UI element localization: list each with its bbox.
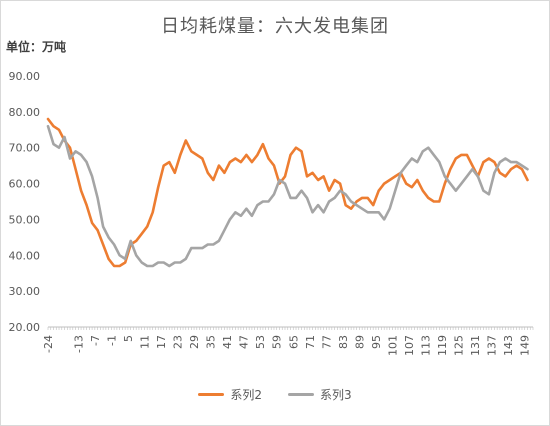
x-tick-label: 71 <box>304 335 317 349</box>
x-tick-label: 47 <box>238 335 251 349</box>
x-tick-label: -13 <box>72 335 85 353</box>
y-tick-label: 20.00 <box>9 321 41 334</box>
x-tick-label: 89 <box>353 335 366 349</box>
y-tick-label: 60.00 <box>9 178 41 191</box>
x-tick-label: 113 <box>420 335 433 356</box>
legend-label-series-3: 系列3 <box>320 388 352 402</box>
x-tick-label: 95 <box>370 335 383 349</box>
legend-item-series-3: 系列3 <box>288 386 352 403</box>
legend-swatch-series-2 <box>198 393 225 396</box>
x-tick-label: 83 <box>337 335 350 349</box>
x-tick-label: 5 <box>122 335 135 342</box>
x-tick-label: 107 <box>403 335 416 356</box>
legend-swatch-series-3 <box>288 393 314 396</box>
legend-item-series-2: 系列2 <box>198 386 262 403</box>
unit-label: 单位：万吨 <box>6 40 67 54</box>
chart-title: 日均耗煤量：六大发电集团 <box>161 16 389 37</box>
y-tick-label: 70.00 <box>9 142 41 155</box>
x-tick-label: 143 <box>502 335 515 356</box>
x-tick-label: 65 <box>287 335 300 349</box>
y-axis: 20.00 30.00 40.00 50.00 60.00 70.00 80.00 90.00 <box>9 70 41 334</box>
x-tick-label: 29 <box>188 335 201 349</box>
x-tick-label: 59 <box>271 335 284 349</box>
series-line-3 <box>46 124 529 268</box>
x-tick-label: 35 <box>205 335 218 349</box>
y-tick-label: 90.00 <box>9 70 41 83</box>
x-tick-label: 23 <box>172 335 185 349</box>
x-tick-label: 41 <box>221 335 234 349</box>
series-lines <box>46 117 529 268</box>
x-tick-label: -24 <box>42 335 55 353</box>
x-axis: -24 -13 -7 -1 5 11 17 23 29 35 41 47 53 59 65 71 77 83 89 9… <box>42 326 534 356</box>
y-tick-label: 40.00 <box>9 249 41 262</box>
x-tick-label: -7 <box>89 335 102 346</box>
x-tick-label: 149 <box>519 335 532 356</box>
x-tick-label: 17 <box>155 335 168 349</box>
x-tick-label: 101 <box>386 335 399 356</box>
y-tick-label: 30.00 <box>9 285 41 298</box>
x-tick-label: 131 <box>469 335 482 356</box>
x-tick-label: 77 <box>320 335 333 349</box>
x-tick-label: 125 <box>453 335 466 356</box>
x-tick-label: 11 <box>138 335 151 349</box>
legend-label-series-2: 系列2 <box>230 388 262 402</box>
y-tick-label: 50.00 <box>9 213 41 226</box>
x-tick-label: 137 <box>486 335 499 356</box>
x-tick-label: 119 <box>436 335 449 356</box>
legend: 系列2 系列3 <box>0 386 550 403</box>
x-tick-label: 53 <box>254 335 267 349</box>
y-tick-label: 80.00 <box>9 106 41 119</box>
x-tick-label: -1 <box>105 335 118 346</box>
